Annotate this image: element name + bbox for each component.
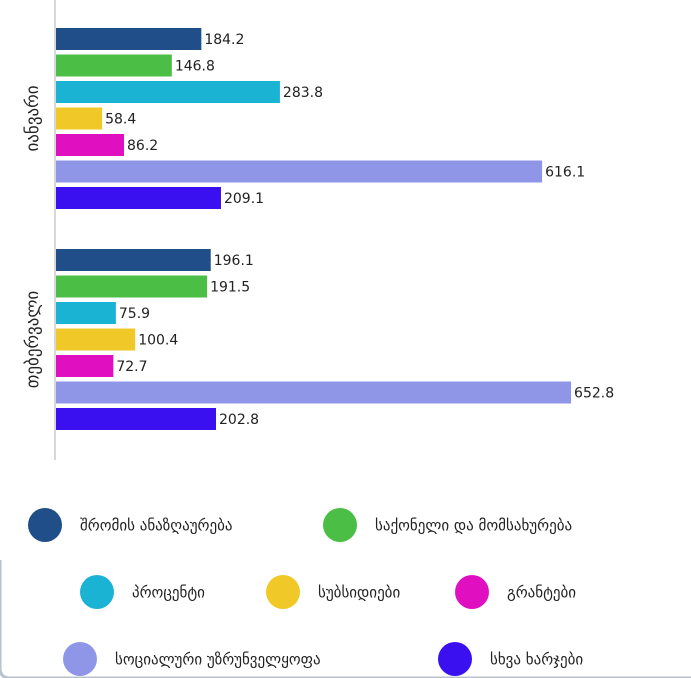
legend-label: სხვა ხარჯები	[490, 651, 583, 669]
legend-marker	[455, 575, 489, 609]
value-label: 616.1	[545, 165, 585, 181]
bar	[56, 275, 208, 298]
legend-label: შრომის ანაზღაურება	[80, 517, 232, 535]
bar	[56, 54, 172, 77]
legend-marker	[63, 642, 97, 676]
value-label: 196.1	[214, 253, 254, 269]
value-label: 652.8	[574, 386, 614, 402]
legend-marker	[80, 575, 114, 609]
bar	[56, 381, 572, 404]
bar	[56, 302, 116, 324]
value-label: 146.8	[175, 59, 215, 75]
legend-label: სუბსიდიები	[318, 584, 400, 602]
value-label: 86.2	[127, 138, 158, 154]
bar	[56, 249, 211, 271]
legend-marker	[438, 642, 472, 676]
bar	[56, 187, 221, 209]
bar	[56, 81, 280, 103]
bar	[56, 160, 543, 183]
bar	[56, 107, 103, 130]
bar	[56, 408, 217, 430]
legend-marker	[28, 508, 62, 542]
value-label: 202.8	[219, 412, 259, 428]
category-label: თებერვალი	[23, 291, 43, 388]
bar	[56, 28, 202, 50]
value-label: 75.9	[119, 306, 150, 322]
legend-label: პროცენტი	[132, 584, 205, 602]
value-label: 100.4	[138, 333, 178, 349]
legend-marker	[323, 508, 357, 542]
value-label: 72.7	[116, 359, 147, 375]
bar	[56, 355, 114, 377]
category-label: იანვარი	[23, 86, 43, 152]
bar	[56, 328, 136, 351]
legend-label: სოციალური უზრუნველყოფა	[115, 651, 321, 669]
legend-label: საქონელი და მომსახურება	[375, 517, 572, 535]
value-label: 283.8	[283, 85, 323, 101]
bar	[56, 134, 125, 156]
value-label: 184.2	[204, 32, 244, 48]
value-label: 58.4	[105, 112, 136, 128]
value-label: 191.5	[210, 280, 250, 296]
legend-marker	[266, 575, 300, 609]
legend-label: გრანტები	[507, 584, 576, 602]
value-label: 209.1	[224, 191, 264, 207]
